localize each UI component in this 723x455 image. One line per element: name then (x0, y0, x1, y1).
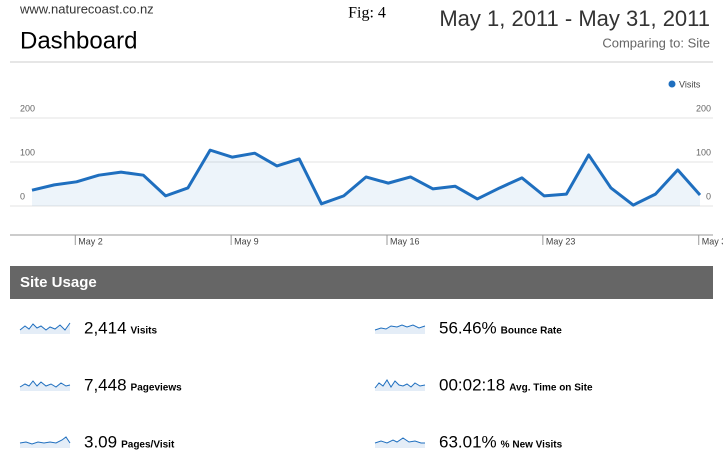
comparison: Comparing to: Site (602, 35, 710, 50)
sparkline-fill (20, 381, 70, 391)
y-tick-label: 200 (20, 103, 35, 113)
date-range: May 1, 2011 - May 31, 2011 (439, 6, 710, 31)
figure-label: Fig: 4 (348, 5, 386, 22)
site-url: www.naturecoast.co.nz (19, 1, 154, 16)
y2-tick-label: 200 (696, 103, 711, 113)
metric-value: 3.09 (84, 432, 117, 451)
metric-label: Avg. Time on Site (509, 383, 593, 394)
metric-label: Bounce Rate (501, 326, 563, 337)
sparkline-fill (375, 325, 425, 334)
x-tick-label: May 30 (702, 236, 723, 246)
sparkline-fill (20, 437, 70, 448)
metric-label: Pageviews (131, 383, 183, 394)
series-line (31, 148, 702, 207)
y2-tick-label: 100 (696, 147, 711, 157)
sparkline (374, 324, 426, 331)
y-tick-label: 0 (20, 191, 25, 201)
metric-label: Pages/Visit (121, 440, 175, 451)
section-title: Site Usage (20, 274, 97, 291)
sparkline (19, 380, 71, 388)
x-tick-label: May 2 (78, 236, 103, 246)
metric-value: 56.46% (439, 318, 497, 337)
metric-label: Visits (131, 326, 158, 337)
metric-value: 2,414 (84, 318, 127, 337)
sparkline (374, 379, 426, 389)
plot-area (10, 95, 713, 235)
x-tick-label: May 23 (546, 236, 576, 246)
legend-marker (668, 80, 676, 88)
x-tick-label: May 9 (234, 236, 259, 246)
sparkline-fill (375, 438, 425, 448)
metric-value: 7,448 (84, 375, 127, 394)
sparkline-fill (20, 323, 70, 334)
metric-value: 63.01% (439, 432, 497, 451)
legend-label: Visits (679, 79, 701, 89)
page-title: Dashboard (20, 27, 137, 54)
metric-label: % New Visits (501, 440, 563, 451)
y-tick-label: 100 (20, 147, 35, 157)
x-tick-label: May 16 (390, 236, 420, 246)
sparkline (19, 436, 71, 445)
section-bar (10, 266, 713, 299)
sparkline (374, 437, 425, 444)
sparkline (19, 322, 71, 331)
y2-tick-label: 0 (706, 191, 711, 201)
metric-value: 00:02:18 (439, 375, 505, 394)
